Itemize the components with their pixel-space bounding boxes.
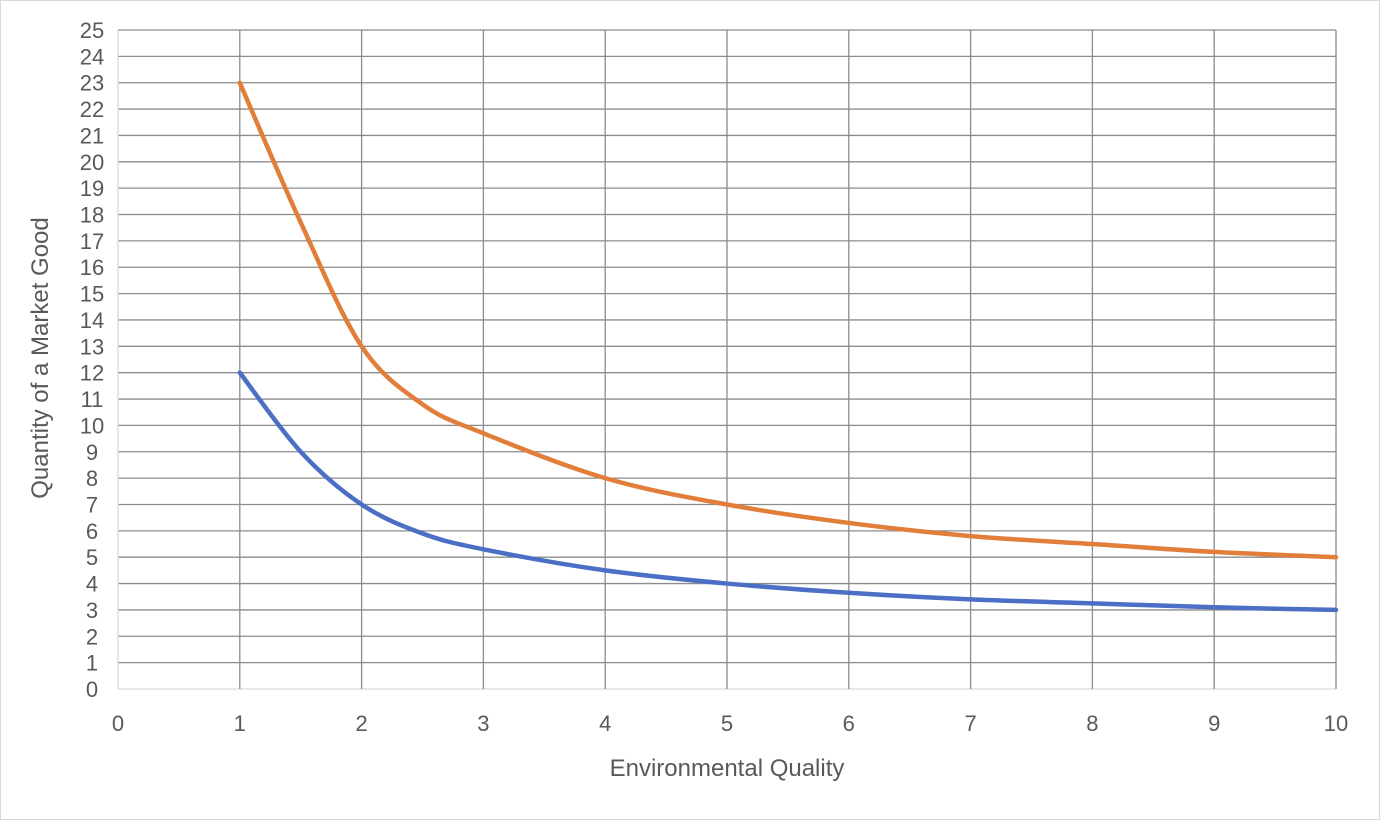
x-tick-label: 6	[843, 711, 855, 736]
x-axis-title: Environmental Quality	[610, 755, 845, 782]
y-tick-label: 5	[86, 545, 98, 570]
y-tick-label: 4	[86, 572, 98, 597]
y-tick-label: 24	[80, 44, 104, 69]
y-tick-label: 10	[80, 413, 104, 438]
x-tick-label: 0	[112, 711, 124, 736]
y-tick-label: 6	[86, 519, 98, 544]
y-tick-label: 3	[86, 598, 98, 623]
x-tick-label: 1	[234, 711, 246, 736]
x-tick-label: 5	[721, 711, 733, 736]
x-tick-label: 10	[1324, 711, 1348, 736]
series-line-1	[237, 80, 1339, 560]
y-tick-label: 22	[80, 97, 104, 122]
y-tick-label: 23	[80, 71, 104, 96]
y-tick-label: 9	[86, 440, 98, 465]
y-tick-label: 2	[86, 624, 98, 649]
series-layer	[237, 80, 1339, 613]
y-tick-label: 14	[80, 308, 104, 333]
y-tick-label: 21	[80, 123, 104, 148]
y-tick-label: 12	[80, 361, 104, 386]
x-tick-label: 2	[355, 711, 367, 736]
y-tick-label: 16	[80, 255, 104, 280]
y-tick-label: 8	[86, 466, 98, 491]
y-axis-ticks: 0123456789101112131415161718192021222324…	[80, 18, 104, 702]
y-tick-label: 20	[80, 150, 104, 175]
y-tick-label: 19	[80, 176, 104, 201]
x-axis-ticks: 0 1 2 3 4 5 6 7 8 9 10	[112, 711, 1348, 736]
series-line-2	[237, 370, 1339, 613]
y-tick-label: 11	[81, 387, 104, 412]
x-tick-label: 8	[1086, 711, 1098, 736]
y-axis-title: Quantity of a Market Good	[27, 217, 54, 498]
y-tick-label: 15	[80, 282, 104, 307]
x-tick-label: 4	[599, 711, 611, 736]
y-tick-label: 13	[80, 334, 104, 359]
x-tick-label: 9	[1208, 711, 1220, 736]
y-tick-label: 0	[86, 677, 98, 702]
x-tick-label: 3	[477, 711, 489, 736]
y-tick-label: 18	[80, 203, 104, 228]
gridlines	[117, 29, 1337, 690]
y-tick-label: 17	[80, 229, 104, 254]
x-tick-label: 7	[964, 711, 976, 736]
y-tick-label: 25	[80, 18, 104, 43]
y-tick-label: 7	[86, 492, 98, 517]
y-tick-label: 1	[86, 651, 98, 676]
